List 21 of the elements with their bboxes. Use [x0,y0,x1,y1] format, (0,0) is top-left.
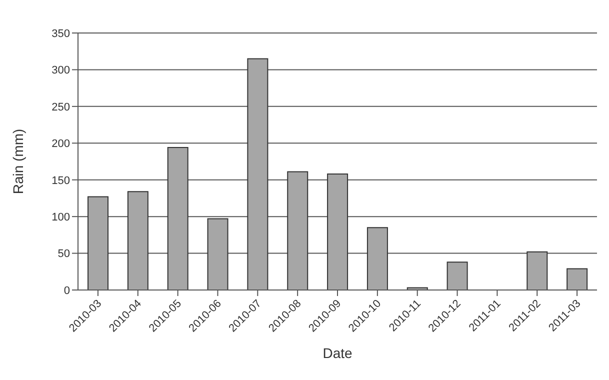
y-tick-label: 300 [52,64,70,77]
y-tick-label: 200 [52,138,70,150]
bar [366,227,388,290]
bar [287,171,308,290]
bar [566,268,588,290]
bar [207,218,228,290]
y-tick-label: 100 [52,211,70,224]
bar [167,147,188,290]
y-tick-label: 0 [64,284,70,297]
bar [247,58,268,290]
bar [127,191,148,290]
y-tick-label: 150 [52,174,70,187]
bar [526,251,548,290]
bar [327,173,348,290]
y-tick-label: 350 [52,28,70,40]
bar [446,262,468,290]
y-tick-label: 50 [58,248,70,260]
y-axis-title: Rain (mm) [10,128,26,194]
x-axis-title: Date [322,345,352,361]
y-tick-label: 250 [52,101,70,114]
bar [88,196,108,290]
